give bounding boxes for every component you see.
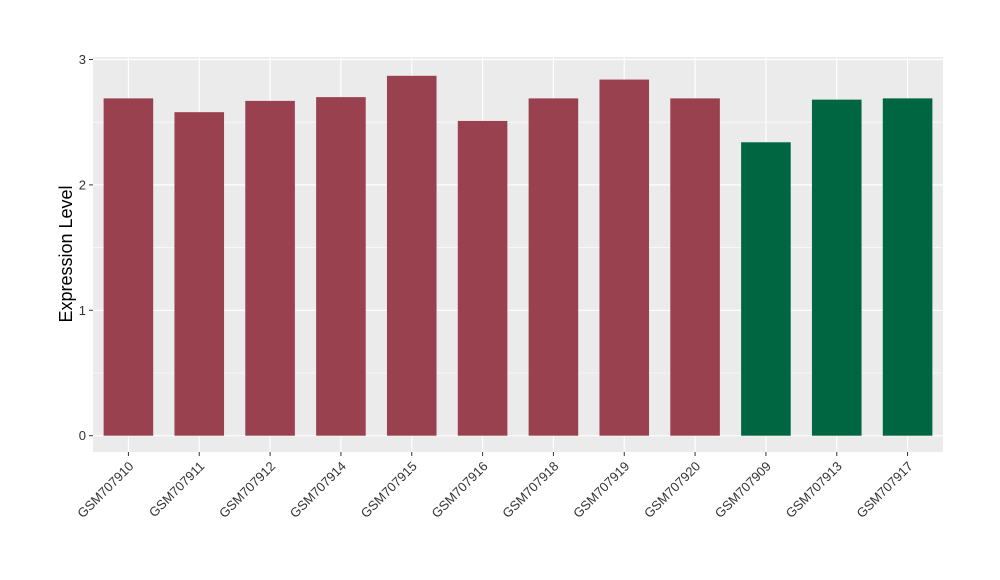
x-tick-label: GSM707913	[783, 459, 845, 521]
bar-GSM707909	[741, 142, 791, 436]
y-axis-title: Expression Level	[56, 185, 76, 322]
y-tick-label: 2	[79, 177, 86, 192]
x-tick-label: GSM707920	[641, 459, 703, 521]
x-tick-label: GSM707918	[499, 459, 561, 521]
x-tick-label: GSM707917	[853, 459, 915, 521]
y-tick-label: 0	[79, 428, 86, 443]
x-tick-label: GSM707919	[570, 459, 632, 521]
bar-GSM707920	[670, 98, 720, 436]
y-axis: 0 1 2 3	[79, 52, 93, 443]
bar-GSM707914	[316, 97, 366, 436]
x-tick-label: GSM707916	[428, 459, 490, 521]
bar-GSM707917	[882, 98, 933, 436]
plot-panel	[93, 57, 943, 452]
y-tick-label: 3	[79, 52, 86, 67]
x-axis: GSM707910 GSM707911 GSM707912 GSM707914 GSM7…	[74, 452, 916, 521]
bar-GSM707912	[245, 100, 295, 436]
bar-GSM707919	[599, 79, 650, 436]
x-tick-label: GSM707910	[74, 459, 136, 521]
minor-gridlines	[93, 121, 943, 374]
x-tick-label: GSM707911	[146, 459, 208, 521]
bar-GSM707918	[528, 98, 579, 436]
bar-GSM707916	[457, 120, 508, 436]
y-tick-label: 1	[79, 303, 86, 318]
x-tick-label: GSM707915	[358, 459, 420, 521]
bar-GSM707913	[811, 99, 862, 436]
x-tick-label: GSM707909	[712, 459, 774, 521]
bars-group	[103, 75, 933, 436]
bar-GSM707911	[174, 112, 225, 436]
bar-GSM707910	[103, 98, 154, 436]
x-tick-label: GSM707912	[216, 459, 278, 521]
x-tick-label: GSM707914	[287, 459, 349, 521]
bar-GSM707915	[386, 75, 437, 436]
